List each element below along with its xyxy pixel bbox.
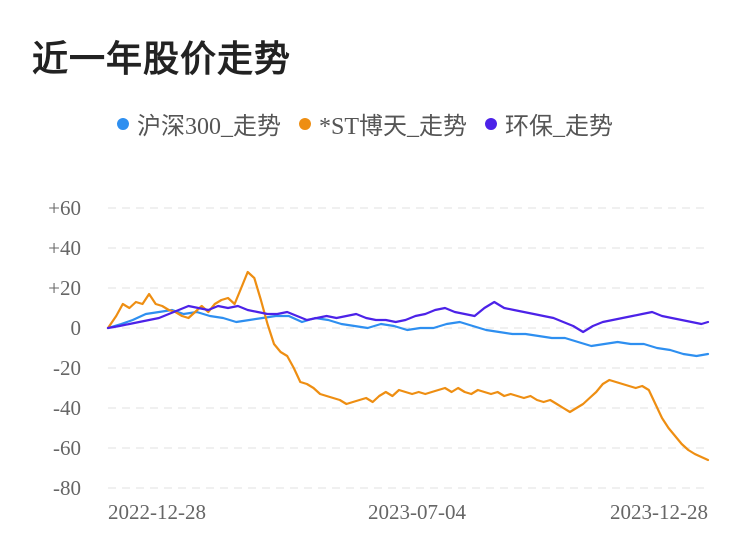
series-line-sector: [106, 300, 710, 334]
legend-label-sector: 环保_走势: [505, 114, 613, 140]
gridlines: [108, 207, 708, 489]
series-line-stock: [106, 270, 710, 462]
x-tick-label: 2023-07-04: [368, 500, 466, 524]
legend-item-hs300[interactable]: 沪深300_走势: [116, 106, 281, 141]
x-tick-label: 2023-12-28: [610, 500, 708, 524]
y-tick-label: -20: [53, 356, 81, 380]
y-tick-label: 0: [71, 316, 82, 340]
x-tick-label: 2022-12-28: [108, 500, 206, 524]
legend-marker-hs300: [116, 117, 129, 130]
legend-marker-sector: [485, 117, 497, 130]
legend-label-hs300: 沪深300_走势: [136, 114, 281, 140]
x-axis-ticks: 2022-12-28 2023-07-04 2023-12-28: [108, 500, 708, 524]
y-tick-label: +40: [48, 236, 81, 260]
series-lines: [106, 270, 710, 462]
chart-title: 近一年股价走势: [32, 39, 292, 80]
y-tick-label: -40: [53, 396, 81, 420]
series-line-hs300: [106, 308, 710, 358]
y-tick-label: -80: [53, 476, 81, 500]
legend-label-stock: *ST博天_走势: [318, 114, 467, 140]
legend: 沪深300_走势 *ST博天_走势 环保_走势: [0, 106, 730, 141]
legend-item-sector[interactable]: 环保_走势: [485, 106, 613, 141]
y-tick-label: +20: [48, 276, 81, 300]
y-tick-label: -60: [53, 436, 81, 460]
y-tick-label: +60: [48, 196, 81, 220]
y-axis-ticks: +60 +40 +20 0 -20 -40 -60 -80: [48, 196, 81, 500]
legend-marker-stock: [298, 117, 311, 130]
legend-item-stock[interactable]: *ST博天_走势: [298, 106, 467, 141]
